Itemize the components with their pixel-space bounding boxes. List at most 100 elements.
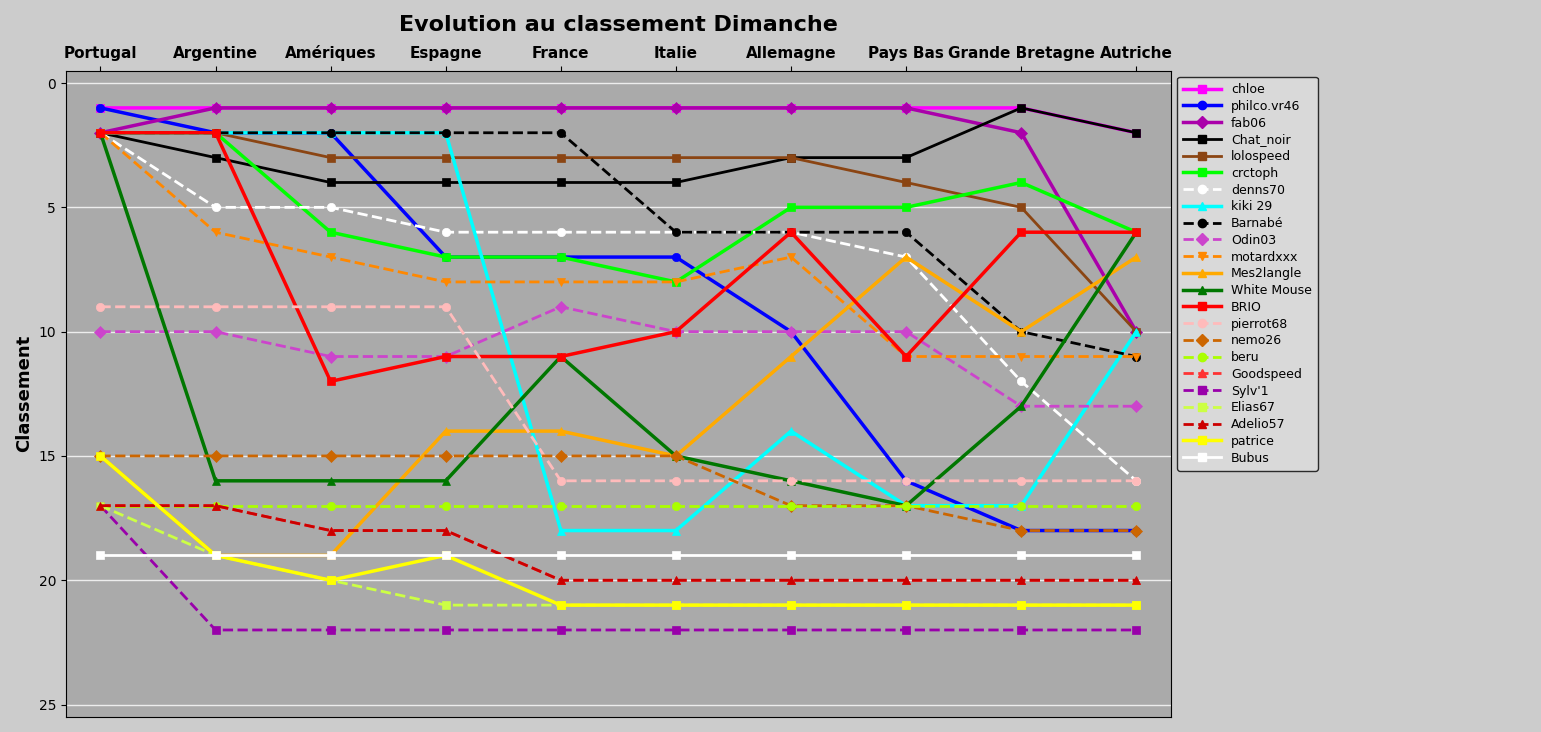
Elias67	[552, 601, 570, 610]
crctoph	[781, 203, 800, 212]
Odin03	[667, 327, 686, 336]
Line: Elias67: Elias67	[96, 501, 1140, 609]
Chat_noir	[206, 153, 225, 162]
patrice	[781, 601, 800, 610]
crctoph	[206, 128, 225, 137]
Sylv'1	[1126, 626, 1145, 635]
Line: beru: beru	[96, 501, 1140, 510]
denns70	[667, 228, 686, 236]
motardxxx	[436, 277, 455, 286]
crctoph	[1126, 228, 1145, 236]
White Mouse	[322, 477, 341, 485]
Bubus	[897, 551, 915, 560]
Odin03	[1012, 402, 1031, 411]
Barnabé	[897, 228, 915, 236]
Elias67	[436, 601, 455, 610]
nemo26	[781, 501, 800, 510]
kiki 29	[667, 526, 686, 535]
Chat_noir	[552, 178, 570, 187]
chloe	[436, 103, 455, 112]
beru	[436, 501, 455, 510]
fab06	[897, 103, 915, 112]
Bubus	[667, 551, 686, 560]
beru	[1126, 501, 1145, 510]
Goodspeed	[91, 501, 109, 510]
kiki 29	[1126, 327, 1145, 336]
patrice	[667, 601, 686, 610]
Barnabé	[436, 128, 455, 137]
pierrot68	[322, 302, 341, 311]
Mes2langle	[322, 551, 341, 560]
Title: Evolution au classement Dimanche: Evolution au classement Dimanche	[399, 15, 838, 35]
Mes2langle	[1126, 253, 1145, 261]
patrice	[1126, 601, 1145, 610]
chloe	[897, 103, 915, 112]
Line: Chat_noir: Chat_noir	[96, 104, 1140, 187]
White Mouse	[206, 477, 225, 485]
BRIO	[1126, 228, 1145, 236]
Bubus	[436, 551, 455, 560]
Chat_noir	[1012, 103, 1031, 112]
Barnabé	[667, 228, 686, 236]
Barnabé	[1126, 352, 1145, 361]
Chat_noir	[91, 128, 109, 137]
Line: crctoph: crctoph	[96, 129, 1140, 286]
Sylv'1	[91, 501, 109, 510]
philco.vr46	[91, 103, 109, 112]
motardxxx	[1126, 352, 1145, 361]
White Mouse	[781, 477, 800, 485]
Sylv'1	[897, 626, 915, 635]
philco.vr46	[322, 128, 341, 137]
Legend: chloe, philco.vr46, fab06, Chat_noir, lolospeed, crctoph, denns70, kiki 29, Barn: chloe, philco.vr46, fab06, Chat_noir, lo…	[1177, 77, 1318, 471]
denns70	[322, 203, 341, 212]
Bubus	[1012, 551, 1031, 560]
Goodspeed	[781, 576, 800, 585]
White Mouse	[897, 501, 915, 510]
Line: motardxxx: motardxxx	[96, 129, 1140, 361]
Chat_noir	[897, 153, 915, 162]
denns70	[91, 128, 109, 137]
Goodspeed	[667, 576, 686, 585]
pierrot68	[552, 477, 570, 485]
Goodspeed	[552, 576, 570, 585]
fab06	[1126, 327, 1145, 336]
Mes2langle	[781, 352, 800, 361]
fab06	[781, 103, 800, 112]
fab06	[1012, 128, 1031, 137]
Adelio57	[91, 501, 109, 510]
BRIO	[897, 352, 915, 361]
crctoph	[91, 128, 109, 137]
chloe	[206, 103, 225, 112]
Adelio57	[781, 576, 800, 585]
Line: patrice: patrice	[96, 452, 1140, 609]
pierrot68	[1126, 477, 1145, 485]
nemo26	[897, 501, 915, 510]
beru	[322, 501, 341, 510]
chloe	[1012, 103, 1031, 112]
Elias67	[91, 501, 109, 510]
Line: White Mouse: White Mouse	[96, 129, 1140, 510]
pierrot68	[436, 302, 455, 311]
Elias67	[322, 576, 341, 585]
patrice	[1012, 601, 1031, 610]
philco.vr46	[206, 128, 225, 137]
beru	[552, 501, 570, 510]
patrice	[436, 551, 455, 560]
Elias67	[897, 601, 915, 610]
fab06	[91, 128, 109, 137]
Mes2langle	[91, 452, 109, 460]
patrice	[91, 452, 109, 460]
motardxxx	[1012, 352, 1031, 361]
Adelio57	[897, 576, 915, 585]
crctoph	[436, 253, 455, 261]
chloe	[91, 103, 109, 112]
patrice	[552, 601, 570, 610]
Bubus	[552, 551, 570, 560]
nemo26	[206, 452, 225, 460]
nemo26	[91, 452, 109, 460]
BRIO	[436, 352, 455, 361]
kiki 29	[436, 128, 455, 137]
Line: fab06: fab06	[96, 104, 1140, 336]
Adelio57	[436, 526, 455, 535]
Sylv'1	[436, 626, 455, 635]
